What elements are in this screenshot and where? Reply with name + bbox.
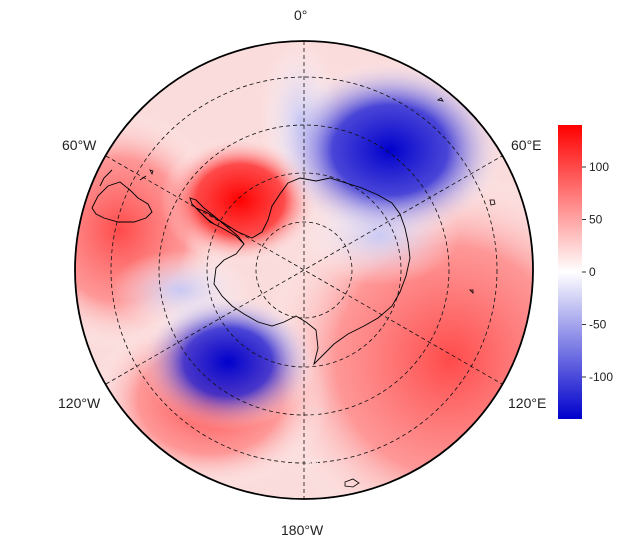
antarctic-peninsula <box>189 197 245 245</box>
colorbar-tick-label: -50 <box>589 318 607 332</box>
graticule <box>105 41 503 499</box>
colorbar-tick-label: 0 <box>589 265 596 279</box>
colorbar-ramp <box>558 125 582 419</box>
longitude-label-120e: 120°E <box>508 395 547 411</box>
anomaly-field <box>75 41 533 499</box>
longitude-label-0: 0° <box>294 7 308 23</box>
latitude-label-70: 70° <box>306 405 324 419</box>
longitude-label-120w: 120°W <box>58 395 101 411</box>
map-border <box>74 40 534 500</box>
islands <box>149 97 496 488</box>
longitude-label-180: 180°W <box>281 522 324 538</box>
latitude-label-50: 50° <box>305 456 323 470</box>
colorbar-tick-label: 50 <box>589 213 603 227</box>
longitude-label-60e: 60°E <box>511 137 542 153</box>
colorbar: 100 50 0 -50 -100 <box>558 125 613 419</box>
colorbar-tick-label: 100 <box>589 160 609 174</box>
colorbar-tick-label: -100 <box>589 370 613 384</box>
antarctica-coastline <box>195 177 411 366</box>
longitude-label-60w: 60°W <box>62 137 97 153</box>
south-america-coastline <box>91 169 153 223</box>
